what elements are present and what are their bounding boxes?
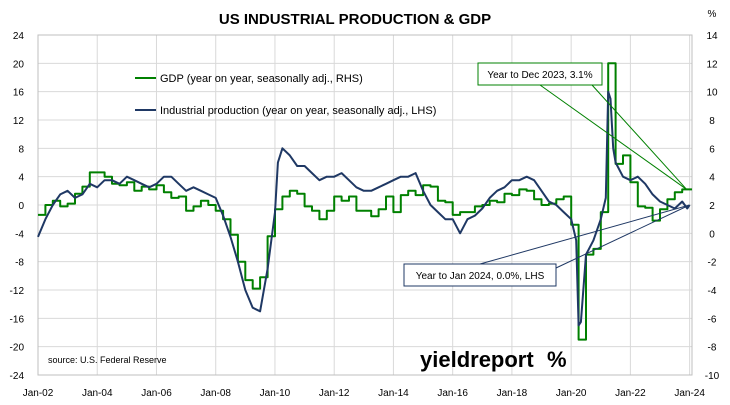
legend-label-gdp: GDP (year on year, seasonally adj., RHS) <box>160 73 363 85</box>
left-tick-label: -16 <box>10 314 25 325</box>
right-axis: 14 12 10 8 6 4 2 0 -2 -4 -6 -8 -10 <box>705 31 720 382</box>
x-tick-label: Jan-02 <box>23 388 54 399</box>
x-tick-label: Jan-20 <box>556 388 587 399</box>
x-tick-label: Jan-24 <box>674 388 705 399</box>
left-tick-label: 4 <box>18 173 24 184</box>
right-tick-label: 4 <box>709 173 715 184</box>
right-tick-label: 8 <box>709 116 715 127</box>
right-tick-label: 0 <box>709 229 715 240</box>
series-line-gdp <box>38 62 692 341</box>
annotation-gdp: Year to Dec 2023, 3.1% <box>477 62 603 86</box>
left-tick-label: -20 <box>10 343 25 354</box>
chart-title: US INDUSTRIAL PRODUCTION & GDP <box>219 11 491 28</box>
right-tick-label: -4 <box>708 286 717 297</box>
left-tick-label: 20 <box>13 59 25 70</box>
source-note: source: U.S. Federal Reserve <box>48 355 167 365</box>
ip-leader-line <box>479 204 690 265</box>
annotation-text-industrial-production: Year to Jan 2024, 0.0%, LHS <box>416 271 545 282</box>
gdp-leader-line <box>539 84 687 190</box>
left-tick-label: 24 <box>13 31 25 42</box>
series-layer <box>37 62 692 341</box>
right-tick-label: 6 <box>709 144 715 155</box>
annotation-industrial-production: Year to Jan 2024, 0.0%, LHS <box>403 263 557 287</box>
right-tick-label: -10 <box>705 371 720 382</box>
left-tick-label: -4 <box>15 229 24 240</box>
x-tick-label: Jan-14 <box>378 388 409 399</box>
legend-label-industrial-production: Industrial production (year on year, sea… <box>160 105 436 117</box>
left-tick-label: 12 <box>13 116 25 127</box>
ip-leader-line <box>555 204 690 269</box>
right-tick-label: 14 <box>706 31 718 42</box>
series-line-ip <box>37 90 691 327</box>
plot-frame <box>37 34 693 376</box>
left-tick-label: 0 <box>18 201 24 212</box>
left-tick-label: 8 <box>18 144 24 155</box>
right-tick-label: 12 <box>706 59 718 70</box>
left-tick-label: -12 <box>10 286 25 297</box>
left-tick-label: 16 <box>13 88 25 99</box>
brand-wordmark: yieldreport <box>420 347 534 372</box>
right-tick-label: -6 <box>708 314 717 325</box>
x-tick-label: Jan-06 <box>141 388 172 399</box>
right-tick-label: -8 <box>708 343 717 354</box>
left-tick-label: -8 <box>15 258 24 269</box>
right-tick-label: -2 <box>708 258 717 269</box>
gdp-leader-line <box>591 84 688 190</box>
annotation-text-gdp: Year to Dec 2023, 3.1% <box>487 70 592 81</box>
x-tick-label: Jan-10 <box>260 388 291 399</box>
x-tick-label: Jan-18 <box>497 388 528 399</box>
x-tick-label: Jan-22 <box>615 388 646 399</box>
x-axis: Jan-02 Jan-04 Jan-06 Jan-08 Jan-10 Jan-12 Jan-… <box>23 388 706 399</box>
legend: GDP (year on year, seasonally adj., RHS)… <box>135 73 436 117</box>
right-tick-label: 10 <box>706 88 718 99</box>
annotation-leaders <box>479 84 690 269</box>
x-tick-label: Jan-12 <box>319 388 350 399</box>
brand-percent-icon: % <box>547 347 567 372</box>
right-axis-unit: % <box>708 9 717 20</box>
x-tick-label: Jan-04 <box>82 388 113 399</box>
x-tick-label: Jan-16 <box>437 388 468 399</box>
yieldreport-logo: yieldreport % <box>420 347 567 372</box>
annotation-box-gdp <box>477 62 603 86</box>
right-tick-label: 2 <box>709 201 715 212</box>
left-tick-label: -24 <box>10 371 25 382</box>
x-tick-label: Jan-08 <box>200 388 231 399</box>
annotation-box-industrial-production <box>403 263 557 287</box>
left-axis: 24 20 16 12 8 4 0 -4 -8 -12 -16 -20 -24 <box>10 31 25 382</box>
